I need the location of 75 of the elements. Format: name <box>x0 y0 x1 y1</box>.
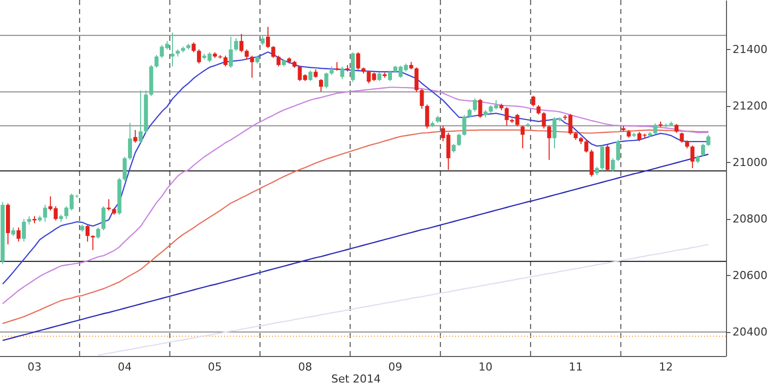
candlestick <box>701 143 706 157</box>
candlestick <box>170 32 174 67</box>
candlestick <box>196 48 201 64</box>
candlestick <box>234 38 238 52</box>
candlestick <box>133 129 138 144</box>
candlestick <box>478 98 482 118</box>
x-tick-label: 09 <box>388 360 402 374</box>
candlestick <box>192 42 196 53</box>
x-tick-label: 08 <box>298 360 312 374</box>
candlestick <box>250 55 254 78</box>
x-tick-label: 12 <box>658 360 673 374</box>
candlestick <box>653 122 658 135</box>
x-axis-title: Set 2014 <box>331 372 381 384</box>
y-tick-label: 21000 <box>732 156 768 169</box>
candlestick <box>276 55 281 67</box>
candlestick <box>244 48 249 60</box>
candlestick <box>606 144 610 172</box>
candlestick <box>239 33 244 53</box>
candlestick <box>504 106 509 126</box>
candlestick <box>520 125 525 149</box>
candlestick <box>414 67 419 92</box>
candlestick <box>266 26 270 49</box>
candlestick <box>101 206 106 231</box>
candlestick <box>106 198 111 211</box>
candlestick <box>43 204 48 222</box>
candlestick <box>616 139 620 162</box>
y-tick-label: 20800 <box>732 212 768 226</box>
y-tick-label: 21200 <box>732 99 768 112</box>
candlestick <box>472 98 477 112</box>
x-tick-label: 05 <box>208 360 222 374</box>
candlestick <box>456 133 461 147</box>
candlestick <box>680 132 684 144</box>
candlestick <box>90 234 95 251</box>
candlestick <box>271 46 276 58</box>
candlestick <box>425 104 430 130</box>
candlestick <box>128 122 132 160</box>
candlestick <box>590 149 594 178</box>
candlestick <box>340 66 344 80</box>
candlestick <box>319 78 324 92</box>
line-series <box>2 86 709 304</box>
candlestick <box>377 72 382 82</box>
y-tick-label: 20400 <box>732 325 768 338</box>
candlestick <box>468 108 472 118</box>
candlestick <box>16 226 21 242</box>
x-tick-label: 04 <box>118 360 132 374</box>
candlestick <box>324 72 328 89</box>
line-series <box>98 244 709 356</box>
candlestick <box>260 34 265 46</box>
y-tick-label: 20600 <box>732 268 768 282</box>
candlestick <box>96 226 100 240</box>
candlestick <box>536 104 541 115</box>
candlestick <box>356 52 360 70</box>
candlestick <box>228 36 233 68</box>
candlestick <box>547 125 552 160</box>
candlestick <box>22 218 26 242</box>
x-tick-label: 03 <box>27 360 42 374</box>
y-tick-label: 21400 <box>732 42 768 56</box>
candlestick <box>86 224 90 242</box>
candlestick <box>610 158 615 172</box>
candlestick <box>584 139 588 154</box>
candlestick <box>420 88 424 110</box>
candlestick <box>706 134 710 147</box>
candlestick <box>462 114 466 136</box>
candlestick <box>138 90 143 144</box>
candlestick <box>600 145 604 172</box>
candlestick <box>388 70 392 82</box>
x-tick-label: 11 <box>568 360 583 374</box>
candlestick <box>690 145 694 169</box>
candlestick <box>542 112 546 130</box>
x-tick-label: 10 <box>478 360 492 374</box>
candlestick <box>531 95 536 108</box>
candlestick <box>308 70 312 82</box>
candlestick <box>154 54 159 68</box>
candlestick <box>224 55 228 67</box>
candlestick <box>122 156 127 182</box>
